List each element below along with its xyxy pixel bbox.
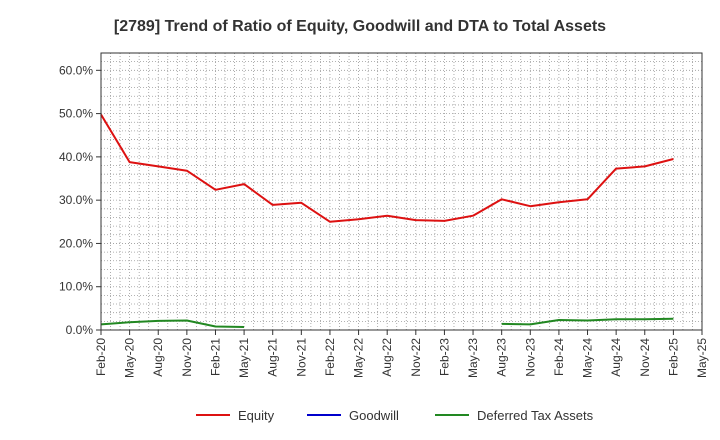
x-tick-label: Nov-24	[638, 338, 652, 377]
x-tick-label: May-21	[237, 338, 251, 378]
x-tick-label: May-25	[695, 338, 709, 378]
series-line-deferred-tax-assets	[100, 319, 245, 328]
x-tick-label: May-24	[581, 338, 595, 378]
x-tick-label: Feb-22	[323, 338, 337, 376]
x-tick-label: Aug-24	[609, 338, 623, 377]
x-tick-label: May-23	[466, 338, 480, 378]
y-tick-label: 0.0%	[66, 323, 94, 337]
x-tick-label: Feb-21	[208, 338, 222, 376]
legend-label-equity: Equity	[238, 408, 275, 423]
x-tick-label: Nov-22	[409, 338, 423, 377]
y-tick-label: 20.0%	[59, 236, 93, 250]
legend: Equity Goodwill Deferred Tax Assets	[196, 408, 594, 423]
x-tick-label: Aug-21	[266, 338, 280, 377]
series-line-deferred-tax-assets	[501, 317, 674, 326]
x-tick-label: Feb-25	[666, 338, 680, 376]
chart-title: [2789] Trend of Ratio of Equity, Goodwil…	[114, 18, 606, 35]
x-tick-label: May-20	[123, 338, 137, 378]
y-tick-label: 10.0%	[59, 280, 93, 294]
y-tick-label: 50.0%	[59, 107, 93, 121]
series-group	[100, 113, 674, 328]
legend-label-deferred-tax-assets: Deferred Tax Assets	[477, 408, 594, 423]
x-tick-label: Nov-23	[523, 338, 537, 377]
x-tick-label: Nov-21	[294, 338, 308, 377]
x-tick-label: Feb-23	[437, 338, 451, 376]
legend-label-goodwill: Goodwill	[349, 408, 399, 423]
series-line-equity	[100, 113, 674, 223]
x-tick-label: Feb-20	[94, 338, 108, 376]
plot-frame	[100, 52, 703, 331]
y-tick-label: 30.0%	[59, 193, 93, 207]
y-tick-label: 40.0%	[59, 150, 93, 164]
x-tick-label: Aug-23	[495, 338, 509, 377]
x-tick-label: Aug-20	[151, 338, 165, 377]
x-tick-label: Feb-24	[552, 338, 566, 376]
x-tick-label: May-22	[352, 338, 366, 378]
x-axis: Feb-20 May-20 Aug-20 Nov-20 Feb-21 May-21 Aug-…	[94, 330, 709, 378]
grid	[101, 53, 702, 330]
y-tick-label: 60.0%	[59, 63, 93, 77]
x-tick-label: Nov-20	[180, 338, 194, 377]
x-tick-label: Aug-22	[380, 338, 394, 377]
y-axis: 0.0% 10.0% 20.0% 30.0% 40.0% 50.0% 60.0%	[59, 63, 101, 337]
